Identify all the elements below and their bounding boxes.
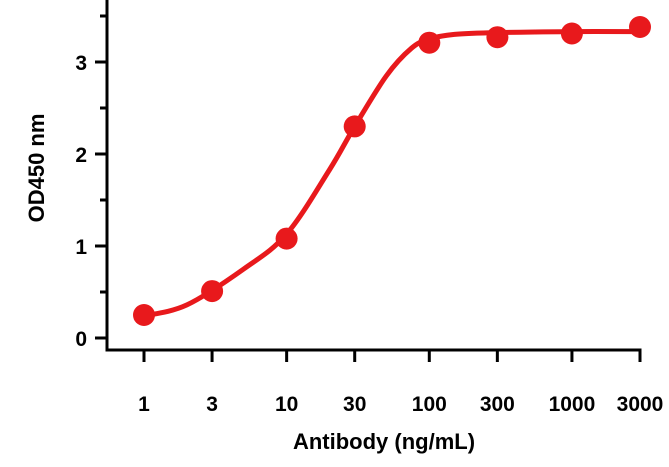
data-point bbox=[629, 16, 651, 38]
y-tick-label: 0 bbox=[75, 328, 87, 351]
curve-layer bbox=[141, 29, 643, 319]
x-tick-label: 300 bbox=[480, 393, 515, 416]
x-tick-label: 1 bbox=[138, 393, 150, 416]
x-tick-label: 3000 bbox=[617, 393, 664, 416]
data-point bbox=[486, 26, 509, 49]
data-point bbox=[133, 304, 155, 326]
x-tick-label: 1000 bbox=[549, 393, 596, 416]
y-tick-label: 3 bbox=[75, 52, 87, 75]
y-tick-label: 2 bbox=[75, 144, 87, 167]
x-tick-label: 3 bbox=[206, 393, 218, 416]
x-tick-label: 100 bbox=[412, 393, 447, 416]
fit-curve bbox=[141, 29, 643, 319]
x-tick-label: 30 bbox=[343, 393, 366, 416]
y-axis-title: OD450 nm bbox=[24, 114, 49, 223]
data-point bbox=[275, 227, 298, 250]
data-point bbox=[418, 31, 441, 54]
points-layer bbox=[133, 16, 651, 326]
x-axis-title: Antibody (ng/mL) bbox=[293, 429, 475, 454]
y-tick-label: 1 bbox=[75, 236, 87, 259]
x-tick-label: 10 bbox=[275, 393, 298, 416]
axes: 0 1 2 3 1 3 10 30 100 300 1000 3000 bbox=[75, 0, 663, 416]
data-point bbox=[201, 280, 224, 303]
data-point bbox=[560, 22, 583, 45]
data-point bbox=[343, 115, 366, 138]
